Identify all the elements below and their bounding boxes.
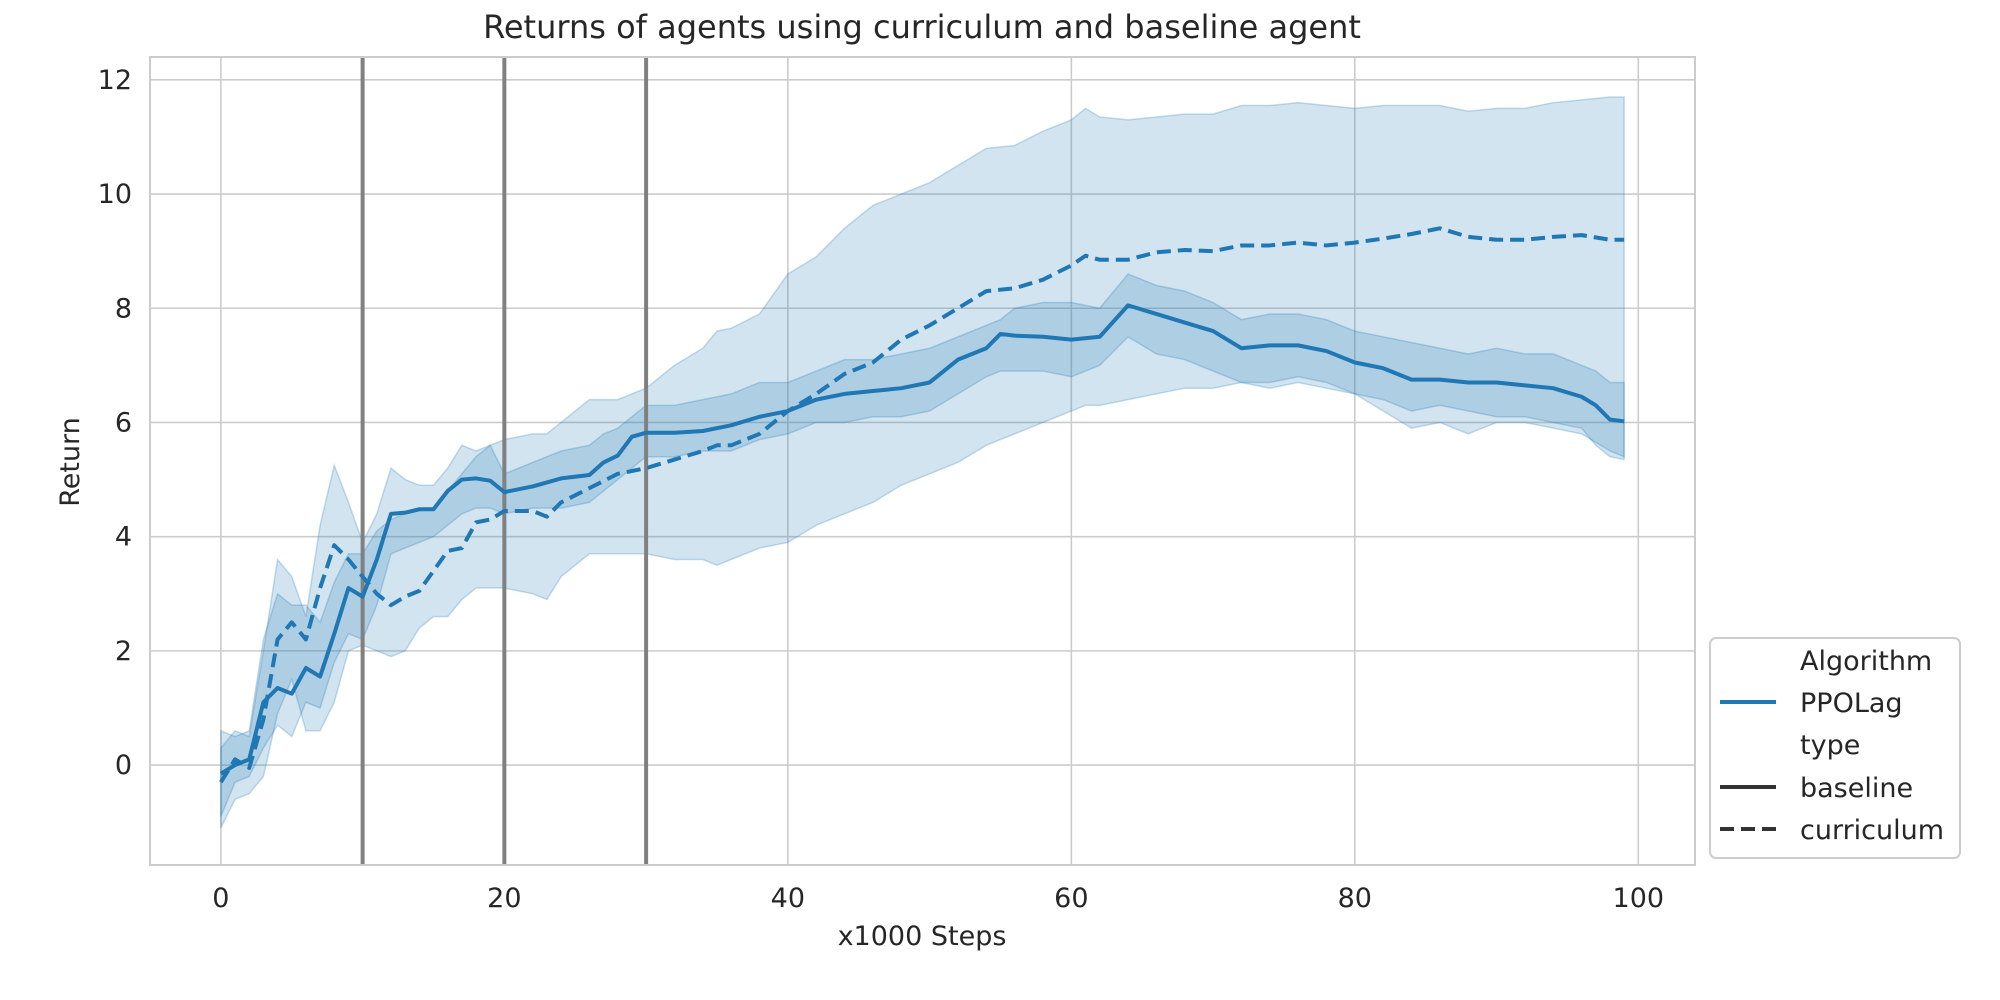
legend-header-type: type: [1800, 730, 1860, 761]
x-tick-label: 0: [212, 883, 229, 914]
chart-title: Returns of agents using curriculum and b…: [483, 8, 1361, 46]
vertical-markers: [360, 57, 649, 865]
confidence-band-curriculum: [220, 96, 1625, 829]
legend: Algorithm PPOLag type baseline curriculu…: [1709, 637, 1961, 859]
x-tick-label: 20: [487, 883, 521, 914]
legend-box: [1709, 637, 1961, 859]
y-tick-label: 2: [115, 636, 132, 667]
x-tick-label: 40: [771, 883, 805, 914]
y-tick-label: 10: [98, 179, 132, 210]
y-tick-label: 4: [115, 522, 132, 553]
series-line-curriculum: [219, 226, 1625, 784]
y-tick-label: 0: [115, 750, 132, 781]
plot-frame: [149, 56, 1696, 866]
legend-label-ppolag: PPOLag: [1800, 688, 1903, 719]
confidence-bands: [220, 96, 1625, 829]
grid-layer: [150, 57, 1695, 865]
x-tick-label: 80: [1338, 883, 1372, 914]
legend-label-curriculum: curriculum: [1800, 815, 1944, 846]
legend-label-baseline: baseline: [1800, 773, 1913, 804]
x-axis-label: x1000 Steps: [838, 921, 1007, 952]
x-tick-label: 100: [1613, 883, 1665, 914]
series-lines: [219, 226, 1625, 784]
y-tick-label: 8: [115, 293, 132, 324]
y-tick-label: 12: [98, 65, 132, 96]
y-tick-label: 6: [115, 407, 132, 438]
y-axis-label: Return: [55, 417, 86, 507]
tick-labels: 0 20 40 60 80 100 0 2 4 6 8 10 12: [98, 65, 1664, 914]
x-tick-label: 60: [1054, 883, 1088, 914]
legend-header-algorithm: Algorithm: [1800, 646, 1932, 677]
